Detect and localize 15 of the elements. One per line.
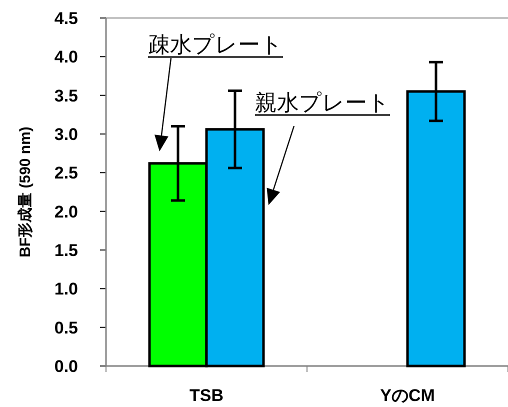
y-tick-label: 4.0 <box>54 48 78 67</box>
y-tick-label: 3.0 <box>54 125 78 144</box>
y-tick-label: 1.0 <box>54 280 78 299</box>
y-tick-label: 0.0 <box>54 357 78 376</box>
y-axis-title: BF形成量 (590 nm) <box>17 126 34 258</box>
y-tick-label: 2.5 <box>54 164 78 183</box>
y-tick-label: 4.5 <box>54 9 78 28</box>
annotation: 疎水プレート <box>148 32 283 57</box>
x-tick-label: TSB <box>190 386 224 405</box>
y-tick-label: 2.0 <box>54 202 78 222</box>
y-tick-label: 3.5 <box>54 86 78 106</box>
x-tick-label: YのCM <box>380 386 435 405</box>
y-tick-label: 1.5 <box>54 241 78 260</box>
annotation: 親水プレート <box>255 90 390 115</box>
y-tick-label: 0.5 <box>54 318 78 338</box>
